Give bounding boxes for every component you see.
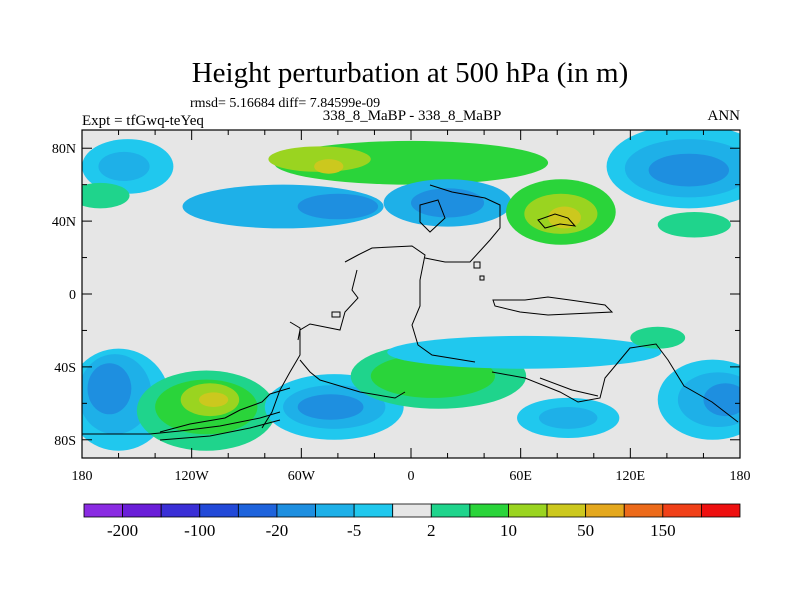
- field-north-pacific-neg-core: [98, 151, 150, 182]
- season-label: ANN: [708, 108, 741, 124]
- colorbar-label: 150: [650, 521, 676, 540]
- axis-layer: 180 120W 60W 0 60E 120E 180 80N 40N 0 40S 80S: [52, 130, 751, 484]
- field-arctic-core-small: [314, 159, 344, 174]
- field-south-atlantic-neg-core: [297, 394, 364, 420]
- southern-ocean-chain-outline: [539, 377, 599, 397]
- colorbar-swatch: [469, 503, 509, 518]
- field-south-pacific-neg-core: [87, 363, 132, 415]
- x-tick-label: 60E: [509, 469, 532, 484]
- colorbar-label: 50: [577, 521, 594, 540]
- antarctic-coast-outline: [82, 411, 281, 435]
- colorbar-swatch: [237, 503, 278, 518]
- colorbar-label: -20: [266, 521, 289, 540]
- colorbar-swatch: [623, 503, 664, 518]
- y-tick-label: 40N: [52, 215, 76, 230]
- field-southern-ocean-neg-core: [538, 406, 598, 429]
- field-south-pacific-pos-center: [198, 392, 229, 407]
- field-north-pacific-pos: [82, 182, 130, 209]
- island-outline-c: [479, 275, 485, 281]
- colorbar-label: -200: [107, 521, 138, 540]
- chart-subtitle: rmsd= 5.16684 diff= 7.84599e-09: [190, 96, 380, 111]
- field-south-pacific-east-pos: [630, 326, 686, 349]
- colorbar-swatch: [315, 503, 355, 518]
- chart-title: Height perturbation at 500 hPa (in m): [192, 57, 629, 89]
- x-tick-label: 120E: [616, 469, 646, 484]
- colorbar-swatch: [199, 503, 239, 518]
- contour-fill-layer: [82, 130, 740, 451]
- antarctic-stepped-outline: [159, 387, 291, 433]
- field-arctic-atlantic-core: [268, 146, 371, 172]
- atlantic-chain-outline: [297, 269, 359, 341]
- field-northeast-pacific-neg-core: [648, 153, 730, 187]
- colorbar-swatch: [546, 503, 587, 518]
- siberia-inset-outline: [537, 213, 577, 229]
- colorbar-swatch: [585, 503, 625, 518]
- colorbar-swatch: [430, 503, 471, 518]
- island-outline-a: [331, 311, 341, 318]
- y-tick-label: 40S: [54, 361, 76, 376]
- southern-africa-outline: [491, 343, 739, 423]
- pacific-chain-outline: [299, 359, 406, 399]
- y-tick-label: 80N: [52, 142, 76, 157]
- x-tick-label: 180: [72, 469, 93, 484]
- colorbar-label: -5: [347, 521, 361, 540]
- colorbar-label: 10: [500, 521, 517, 540]
- field-eurasia-neg-core: [411, 188, 485, 218]
- colorbar-swatch: [701, 503, 741, 518]
- south-asia-outline: [424, 184, 501, 263]
- colorbar-swatch: [83, 503, 123, 518]
- field-south-indian-neg: [387, 335, 662, 369]
- experiment-label: Expt = tfGwq-teYeq: [82, 113, 204, 129]
- africa-outline: [344, 245, 476, 363]
- colorbar-swatch: [508, 503, 548, 518]
- continent-outline-layer: [82, 184, 739, 441]
- colorbar-label: -100: [184, 521, 215, 540]
- colorbar-swatch: [353, 503, 394, 518]
- y-tick-label: 80S: [54, 434, 76, 449]
- field-north-atlantic-neg-core: [297, 193, 379, 220]
- colorbar-swatch: [392, 503, 432, 518]
- colorbar-swatch: [276, 503, 316, 518]
- colorbar-swatch: [122, 503, 162, 518]
- x-tick-label: 180: [730, 469, 751, 484]
- field-siberia-pos-core: [548, 206, 581, 229]
- arabia-outline: [419, 199, 446, 233]
- x-tick-label: 120W: [175, 469, 210, 484]
- field-south-pacific-east-neg-core: [703, 383, 740, 417]
- comparison-label: 338_8_MaBP - 338_8_MaBP: [323, 108, 502, 124]
- colorbar-label: 2: [427, 521, 436, 540]
- x-tick-label: 0: [408, 469, 415, 484]
- y-tick-label: 0: [69, 288, 76, 303]
- colorbar: -200 -100 -20 -5 2 10 50 150: [83, 503, 741, 540]
- south-america-outline: [261, 321, 301, 429]
- island-outline-b: [473, 261, 481, 269]
- field-east-pacific-pos: [657, 212, 731, 238]
- colorbar-swatch: [662, 503, 702, 518]
- colorbar-swatch: [160, 503, 201, 518]
- maritime-continent-outline: [492, 296, 614, 316]
- x-tick-label: 60W: [288, 469, 316, 484]
